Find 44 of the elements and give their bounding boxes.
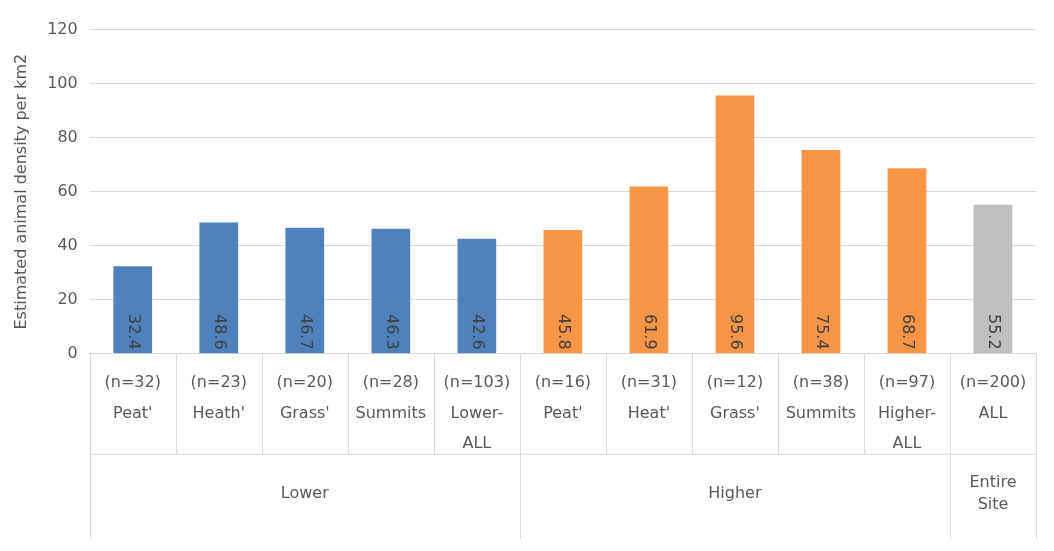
data-label: 46.3 xyxy=(382,313,402,350)
y-tick-label: 120 xyxy=(47,18,78,38)
bar xyxy=(285,227,325,354)
bar xyxy=(113,266,153,354)
y-tick-label: 0 xyxy=(67,342,78,362)
data-label: 46.7 xyxy=(296,313,316,350)
y-tick-label: 20 xyxy=(57,288,78,308)
y-tick-label: 80 xyxy=(57,126,78,146)
data-label: 42.6 xyxy=(468,313,488,350)
x-tick-label: (n=23) Heath' xyxy=(190,372,247,422)
x-tick-label: (n=38) Summits xyxy=(785,372,857,422)
bar xyxy=(371,228,411,354)
bar xyxy=(199,222,239,354)
bar xyxy=(629,186,669,354)
x-tick-label: (n=31) Heat' xyxy=(620,372,678,422)
x-tick-label: (n=103) Lower- ALL xyxy=(443,372,511,452)
x-tick-label: (n=32) Peat' xyxy=(104,372,161,422)
bar xyxy=(801,150,841,354)
x-tick-label: (n=12) Grass' xyxy=(706,372,764,422)
bar xyxy=(887,168,927,354)
bar xyxy=(457,238,497,354)
bar xyxy=(715,95,755,354)
x-tick-label: (n=200) ALL xyxy=(959,372,1027,422)
x-tick-label: (n=20) Grass' xyxy=(276,372,333,422)
x-tick-label: (n=28) Summits xyxy=(355,372,427,422)
y-tick-label: 60 xyxy=(57,180,78,200)
data-label: 45.8 xyxy=(554,313,574,350)
bar xyxy=(543,230,583,354)
x-tick-label: (n=97) Higher- ALL xyxy=(877,372,936,452)
bar xyxy=(973,204,1013,354)
data-label: 68.7 xyxy=(898,313,918,350)
data-label: 55.2 xyxy=(984,313,1004,350)
data-label: 61.9 xyxy=(640,313,660,350)
text: Entire Site xyxy=(969,471,1017,513)
y-tick-label: 40 xyxy=(57,234,78,254)
text: Higher xyxy=(708,482,762,502)
text: Lower xyxy=(280,482,330,502)
data-label: 75.4 xyxy=(812,313,832,350)
y-axis-title: Estimated animal density per km2 xyxy=(10,53,30,330)
y-tick-label: 100 xyxy=(47,72,78,92)
data-label: 32.4 xyxy=(124,313,144,350)
data-label: 95.6 xyxy=(726,313,746,350)
x-tick-label: (n=16) Peat' xyxy=(534,372,592,422)
data-label: 48.6 xyxy=(210,313,230,350)
